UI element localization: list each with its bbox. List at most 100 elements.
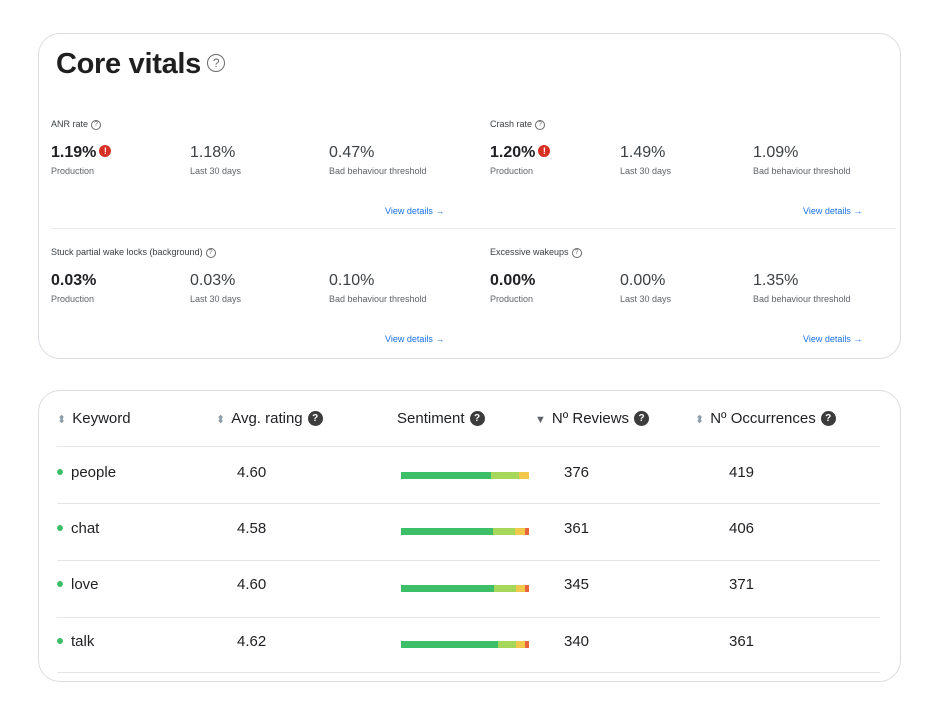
last30-label: Last 30 days bbox=[190, 166, 242, 176]
keyword-label: love bbox=[71, 576, 99, 593]
sentiment-segment-positive bbox=[401, 585, 494, 592]
help-icon[interactable]: ? bbox=[571, 247, 582, 258]
alert-icon: ! bbox=[538, 144, 551, 157]
sort-desc-icon[interactable]: ▼ bbox=[535, 414, 546, 426]
metric-label-text: Crash rate bbox=[490, 119, 533, 129]
last30-number: 0.00% bbox=[620, 272, 666, 289]
last30-number: 1.18% bbox=[190, 144, 236, 161]
sentiment-bar bbox=[401, 641, 529, 648]
question-icon[interactable]: ? bbox=[469, 410, 485, 426]
sort-icon[interactable]: ⬍ bbox=[57, 414, 67, 426]
last30-value: 1.18% Last 30 days bbox=[190, 144, 241, 176]
occurrences-cell: 406 bbox=[729, 520, 755, 537]
production-value: 0.03% Production bbox=[51, 272, 96, 304]
keyword-label: chat bbox=[71, 520, 100, 537]
sentiment-segment-negative bbox=[525, 528, 529, 535]
metric-crash-rate: Crash rate? 1.20%! Production 1.49% Last 3… bbox=[478, 119, 900, 234]
production-number: 0.00% bbox=[490, 272, 536, 289]
question-icon[interactable]: ? bbox=[634, 410, 650, 426]
production-number: 0.03% bbox=[51, 272, 97, 289]
last30-value: 1.49% Last 30 days bbox=[620, 144, 671, 176]
question-icon[interactable]: ? bbox=[307, 410, 323, 426]
metric-excessive-wakeups: Excessive wakeups? 0.00% Production 0.00%… bbox=[478, 247, 900, 362]
production-number: 1.20% bbox=[490, 144, 536, 161]
sentiment-segment-negative bbox=[525, 641, 529, 648]
keyword-cell[interactable]: people bbox=[57, 464, 116, 481]
row-divider bbox=[57, 617, 880, 618]
column-header-reviews[interactable]: ▼ Nº Reviews? bbox=[535, 410, 650, 427]
help-icon[interactable]: ? bbox=[205, 247, 216, 258]
metric-anr-rate: ANR rate? 1.19%! Production 1.18% Last 30 … bbox=[39, 119, 461, 234]
avg-rating-cell: 4.58 bbox=[237, 520, 267, 537]
question-icon[interactable]: ? bbox=[820, 410, 836, 426]
sentiment-bar bbox=[401, 472, 529, 479]
help-icon[interactable]: ? bbox=[535, 119, 546, 130]
keyword-label: talk bbox=[71, 633, 95, 650]
help-icon[interactable]: ? bbox=[207, 54, 225, 73]
production-number: 1.19% bbox=[51, 144, 97, 161]
keyword-cell[interactable]: love bbox=[57, 576, 99, 593]
sort-icon[interactable]: ⬍ bbox=[695, 414, 705, 426]
metric-stuck-wake-locks: Stuck partial wake locks (background)? 0… bbox=[39, 247, 461, 362]
last30-value: 0.00% Last 30 days bbox=[620, 272, 671, 304]
column-header-occurrences[interactable]: ⬍ Nº Occurrences? bbox=[695, 410, 836, 427]
reviews-cell: 376 bbox=[564, 464, 590, 481]
last30-label: Last 30 days bbox=[620, 166, 672, 176]
view-details-link[interactable]: View details → bbox=[385, 206, 445, 216]
keyword-cell[interactable]: chat bbox=[57, 520, 99, 537]
keywords-table-card bbox=[38, 390, 901, 682]
last30-number: 1.49% bbox=[620, 144, 666, 161]
column-header-keyword[interactable]: ⬍ Keyword bbox=[57, 410, 131, 427]
avg-rating-cell: 4.60 bbox=[237, 576, 267, 593]
threshold-number: 1.35% bbox=[753, 272, 799, 289]
metric-label: Stuck partial wake locks (background)? bbox=[51, 247, 216, 258]
sentiment-segment-neutral bbox=[498, 641, 516, 648]
column-header-sentiment[interactable]: Sentiment? bbox=[397, 410, 485, 427]
occurrences-cell: 419 bbox=[729, 464, 755, 481]
row-divider bbox=[57, 560, 880, 561]
keyword-cell[interactable]: talk bbox=[57, 633, 94, 650]
threshold-number: 1.09% bbox=[753, 144, 799, 161]
threshold-value: 1.09% Bad behaviour threshold bbox=[753, 144, 851, 176]
metric-label-text: Excessive wakeups bbox=[490, 247, 569, 257]
occurrences-cell: 361 bbox=[729, 633, 755, 650]
threshold-value: 1.35% Bad behaviour threshold bbox=[753, 272, 851, 304]
production-label: Production bbox=[490, 166, 534, 176]
sort-icon[interactable]: ⬍ bbox=[216, 414, 226, 426]
column-header-label: Nº Reviews bbox=[551, 410, 630, 427]
threshold-number: 0.47% bbox=[329, 144, 375, 161]
last30-number: 0.03% bbox=[190, 272, 236, 289]
view-details-link[interactable]: View details → bbox=[803, 206, 863, 216]
header-divider bbox=[57, 446, 880, 447]
section-divider bbox=[51, 228, 896, 229]
column-header-label: Nº Occurrences bbox=[710, 410, 816, 427]
column-header-label: Sentiment bbox=[397, 410, 465, 427]
alert-icon: ! bbox=[99, 144, 112, 157]
core-vitals-title: Core vitals bbox=[56, 48, 201, 80]
sentiment-bar bbox=[401, 585, 529, 592]
sentiment-segment-positive bbox=[401, 472, 491, 479]
production-value: 1.19%! Production bbox=[51, 144, 112, 176]
production-label: Production bbox=[51, 294, 95, 304]
threshold-value: 0.10% Bad behaviour threshold bbox=[329, 272, 427, 304]
sentiment-segment-warning bbox=[516, 641, 525, 648]
production-label: Production bbox=[490, 294, 534, 304]
production-value: 0.00% Production bbox=[490, 272, 535, 304]
threshold-label: Bad behaviour threshold bbox=[329, 294, 427, 304]
sentiment-segment-neutral bbox=[491, 472, 519, 479]
view-details-link[interactable]: View details → bbox=[803, 334, 863, 344]
threshold-label: Bad behaviour threshold bbox=[329, 166, 427, 176]
threshold-number: 0.10% bbox=[329, 272, 375, 289]
sentiment-segment-warning bbox=[516, 585, 525, 592]
keyword-label: people bbox=[71, 464, 117, 481]
production-value: 1.20%! Production bbox=[490, 144, 551, 176]
threshold-label: Bad behaviour threshold bbox=[753, 294, 851, 304]
status-dot bbox=[57, 525, 63, 532]
metric-label-text: ANR rate bbox=[51, 119, 89, 129]
column-header-avg-rating[interactable]: ⬍ Avg. rating? bbox=[216, 410, 323, 427]
view-details-link[interactable]: View details → bbox=[385, 334, 445, 344]
sentiment-segment-warning bbox=[515, 528, 525, 535]
help-icon[interactable]: ? bbox=[91, 119, 102, 130]
core-vitals-header: Core vitals? bbox=[56, 48, 225, 81]
avg-rating-cell: 4.62 bbox=[237, 633, 267, 650]
